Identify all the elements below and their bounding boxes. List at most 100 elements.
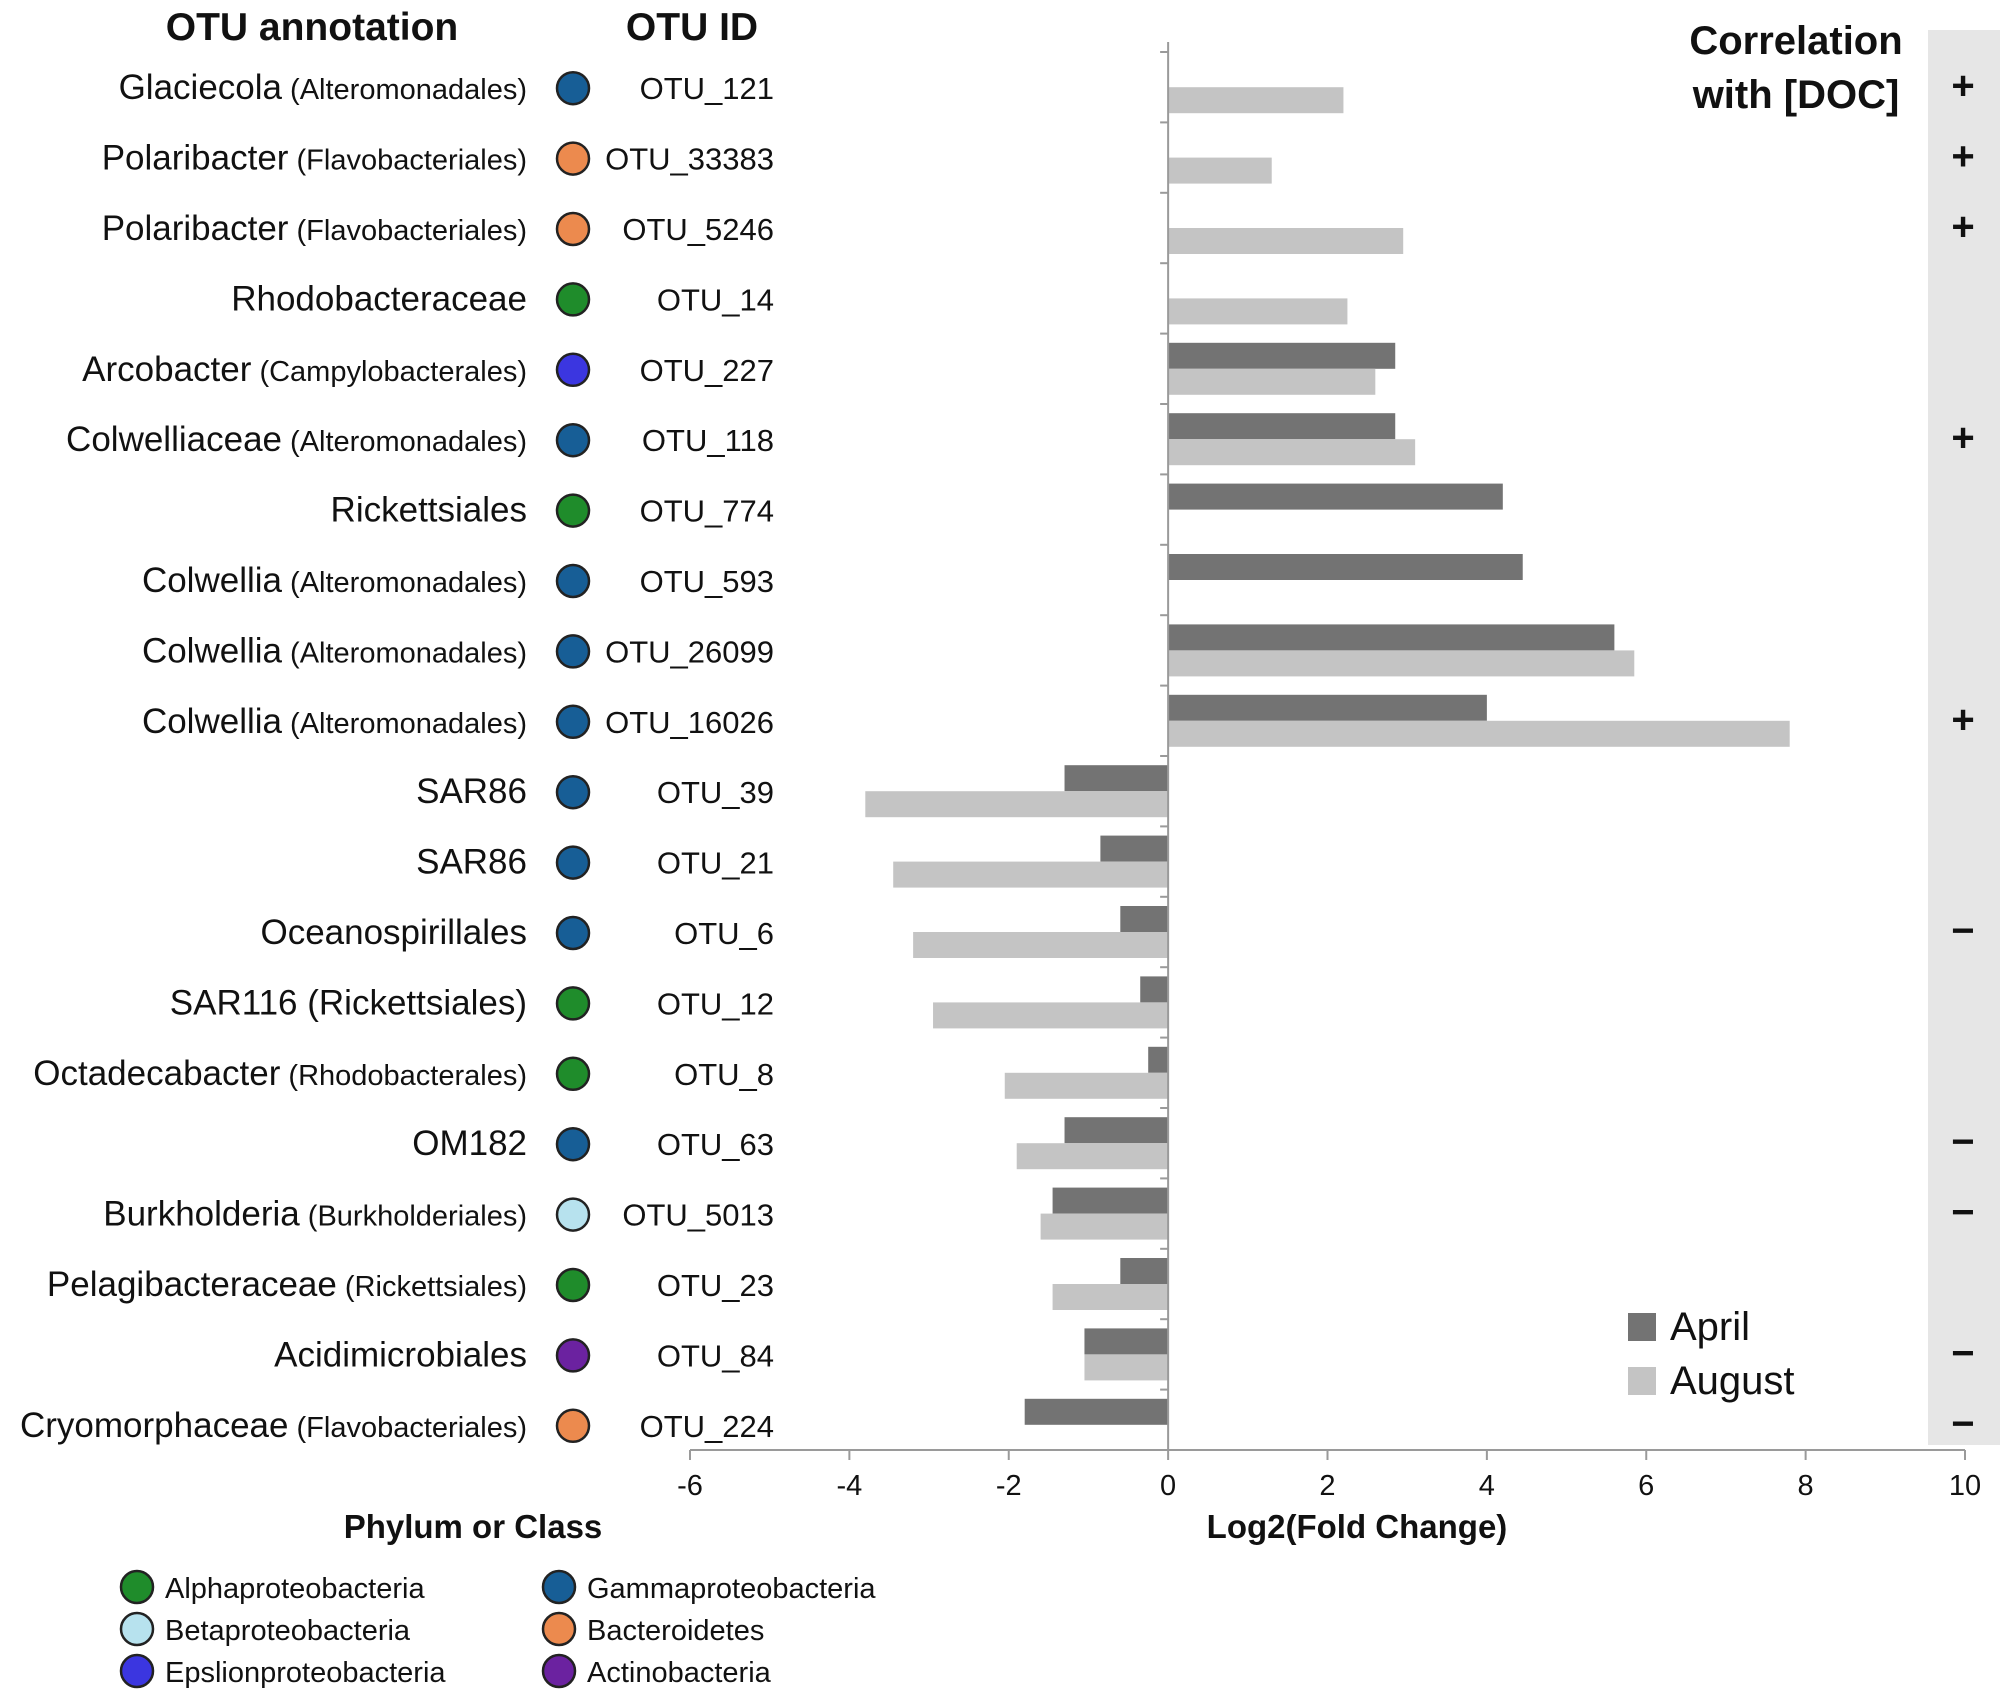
otu-annotation-label: Rhodobacteraceae <box>231 279 527 318</box>
series-legend-swatch <box>1628 1313 1656 1341</box>
correlation-header-line2: with [DOC] <box>1692 73 1900 117</box>
otu-id-label: OTU_21 <box>657 846 774 881</box>
phylum-dot <box>555 422 591 458</box>
phylum-dot <box>555 845 591 880</box>
taxon-name: SAR86 <box>416 843 527 882</box>
otu-annotation-label: Octadecabacter (Rhodobacterales) <box>33 1054 527 1093</box>
otu-annotation-label: Cryomorphaceae (Flavobacteriales) <box>20 1406 527 1445</box>
bar-august <box>1168 439 1416 466</box>
otu-annotation-label: Colwellia (Alteromonadales) <box>142 561 527 600</box>
phylum-dot <box>555 915 591 951</box>
phylum-dot <box>555 211 591 247</box>
bar-august <box>1168 650 1635 677</box>
correlation-sign: + <box>1951 205 1974 249</box>
bar-august <box>1168 228 1404 254</box>
phylum-dot <box>555 986 591 1021</box>
taxon-name: Glaciecola <box>119 68 283 107</box>
x-axis: -6 -4 -2 0 2 4 6 8 10 <box>677 42 1981 1502</box>
taxon-name: Acidimicrobiales <box>274 1335 527 1374</box>
taxon-name: Cryomorphaceae <box>20 1406 288 1445</box>
phylum-dot <box>555 563 591 599</box>
phylum-legend-label: Betaproteobacteria <box>165 1615 411 1647</box>
x-tick-label: -2 <box>996 1470 1022 1502</box>
phylum-legend-dot <box>119 1653 155 1689</box>
otu-annotation-label: Colwelliaceae (Alteromonadales) <box>66 420 527 459</box>
otu-id-label: OTU_84 <box>657 1338 774 1373</box>
otu-annotation-label: Polaribacter (Flavobacteriales) <box>102 139 527 178</box>
bar-august <box>1168 720 1790 747</box>
phylum-dot <box>555 1197 591 1232</box>
phylum-legend-dot <box>119 1569 155 1605</box>
otu-annotation-label: Glaciecola (Alteromonadales) <box>119 68 527 107</box>
series-legend: April August <box>1628 1305 1795 1403</box>
phylum-dot <box>555 282 591 317</box>
bar-august <box>1084 1354 1169 1381</box>
correlation-sign: + <box>1951 698 1974 742</box>
bar-april <box>1140 976 1169 1003</box>
taxon-order: (Alteromonadales) <box>282 637 527 669</box>
otu-id-label: OTU_8 <box>674 1057 774 1092</box>
otu-id-label: OTU_6 <box>674 916 774 951</box>
otu-annotation-label: Arcobacter (Campylobacterales) <box>82 350 527 389</box>
otu-id-label: OTU_14 <box>657 282 774 317</box>
otu-id-label: OTU_39 <box>657 775 774 810</box>
otu-id-label: OTU_593 <box>640 564 774 599</box>
otu-annotation-label: SAR116 (Rickettsiales) <box>170 983 527 1022</box>
otu-annotation-label: OM182 <box>412 1124 527 1163</box>
correlation-header-line1: Correlation <box>1689 19 1902 63</box>
correlation-sign: − <box>1951 909 1974 953</box>
x-tick-label: 0 <box>1160 1470 1176 1502</box>
otu-annotation-label: Colwellia (Alteromonadales) <box>142 702 527 741</box>
bar-august <box>1168 157 1272 184</box>
phylum-legend-title: Phylum or Class <box>344 1508 603 1545</box>
taxon-name: SAR116 (Rickettsiales) <box>170 983 527 1022</box>
taxon-name: Polaribacter <box>102 209 289 248</box>
phylum-dot <box>555 634 591 669</box>
bar-april <box>1168 483 1503 510</box>
bar-april <box>1148 1046 1169 1073</box>
bar-april <box>1168 554 1523 580</box>
phylum-legend-dot <box>541 1569 577 1605</box>
otu-annotation-label: SAR86 <box>416 772 527 811</box>
bar-april <box>1052 1187 1169 1214</box>
bar-april <box>1168 413 1396 440</box>
otu-annotation-label: Pelagibacteraceae (Rickettsiales) <box>47 1265 527 1304</box>
otu-id-label: OTU_12 <box>657 986 774 1021</box>
phylum-legend-label: Alphaproteobacteria <box>165 1573 425 1605</box>
x-tick-label: -4 <box>836 1470 862 1502</box>
bar-april <box>1120 906 1169 932</box>
taxon-name: Colwellia <box>142 561 283 600</box>
rows: Glaciecola (Alteromonadales) OTU_121 + Pola… <box>20 64 1975 1446</box>
phylum-legend-label: Epslionproteobacteria <box>165 1657 446 1689</box>
otu-annotation-label: Oceanospirillales <box>260 913 527 952</box>
correlation-sign: + <box>1951 416 1974 460</box>
phylum-dot <box>555 352 591 388</box>
taxon-name: Pelagibacteraceae <box>47 1265 337 1304</box>
x-tick-label: 6 <box>1638 1470 1654 1502</box>
phylum-legend-label: Bacteroidetes <box>587 1615 764 1647</box>
correlation-panel: Correlation with [DOC] <box>1689 19 2000 1445</box>
taxon-order: (Flavobacteriales) <box>288 215 527 247</box>
correlation-sign: − <box>1951 1402 1974 1446</box>
taxon-name: Colwellia <box>142 631 283 670</box>
phylum-dot <box>555 493 591 528</box>
x-tick-label: 10 <box>1949 1470 1981 1502</box>
correlation-sign: + <box>1951 135 1974 179</box>
taxon-order: (Rickettsiales) <box>337 1271 527 1303</box>
otu-annotation-label: SAR86 <box>416 843 527 882</box>
x-axis-label: Log2(Fold Change) <box>1207 1508 1508 1545</box>
taxon-order: (Campylobacterales) <box>251 356 527 388</box>
bars <box>865 87 1790 1425</box>
phylum-dot <box>555 1338 591 1373</box>
bar-august <box>1016 1143 1169 1170</box>
otu-id-label: OTU_224 <box>640 1409 774 1444</box>
otu-id-header: OTU ID <box>626 6 758 49</box>
taxon-name: SAR86 <box>416 772 527 811</box>
bar-august <box>913 932 1169 958</box>
bar-april <box>1100 835 1169 862</box>
series-legend-label: April <box>1670 1305 1750 1349</box>
otu-annotation-label: Polaribacter (Flavobacteriales) <box>102 209 527 248</box>
x-tick-label: -6 <box>677 1470 703 1502</box>
taxon-name: Rhodobacteraceae <box>231 279 527 318</box>
